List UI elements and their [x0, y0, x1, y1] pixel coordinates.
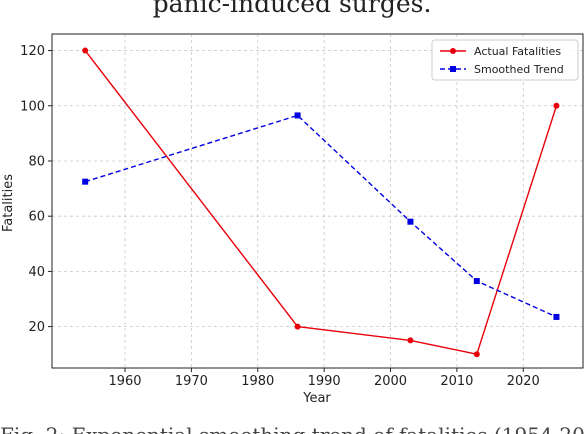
grid-layer — [52, 34, 583, 368]
axis-layer: 1960 1970 1980 1990 2000 2010 2020204060801001… — [20, 33, 584, 389]
series-2-point — [553, 313, 560, 320]
legend-swatch-marker — [450, 66, 456, 72]
legend: Actual Fatalities Smoothed Trend — [431, 39, 579, 81]
y-tick-label: 20 — [28, 320, 45, 335]
series-1-point — [294, 323, 301, 330]
legend-swatch-marker — [450, 48, 456, 54]
x-tick-label: 2010 — [440, 374, 473, 389]
series-1-point — [82, 47, 89, 54]
y-tick-label: 60 — [28, 210, 45, 225]
x-tick-label: 2020 — [507, 374, 540, 389]
y-tick-label: 120 — [20, 44, 45, 59]
series-2-point — [407, 218, 414, 225]
x-tick-label: 2000 — [374, 374, 407, 389]
y-axis-title: Fatalities — [1, 174, 16, 232]
series-2-point — [294, 112, 301, 119]
series-layer — [82, 47, 560, 358]
x-tick-label: 1970 — [175, 374, 208, 389]
series-1-point — [553, 102, 560, 109]
series-1-point — [407, 337, 414, 344]
x-tick-label: 1960 — [108, 374, 141, 389]
y-tick-label: 100 — [20, 99, 45, 114]
top-caption: panic-induced surges. — [152, 0, 432, 18]
bottom-caption: Fig. 2: Exponential smoothing trend of f… — [0, 423, 584, 434]
plot-frame — [51, 33, 584, 369]
legend-label: Actual Fatalities — [474, 45, 561, 58]
series-2-point — [82, 178, 89, 185]
y-tick-label: 80 — [28, 154, 45, 169]
x-tick-label: 1980 — [241, 374, 274, 389]
series-line-1 — [84, 50, 558, 356]
series-1-point — [473, 351, 480, 358]
y-tick-label: 40 — [28, 265, 45, 280]
x-axis-title: Year — [302, 391, 331, 406]
legend-box — [431, 39, 579, 81]
series-2-point — [473, 278, 480, 285]
legend-label: Smoothed Trend — [474, 63, 564, 76]
x-tick-label: 1990 — [308, 374, 341, 389]
